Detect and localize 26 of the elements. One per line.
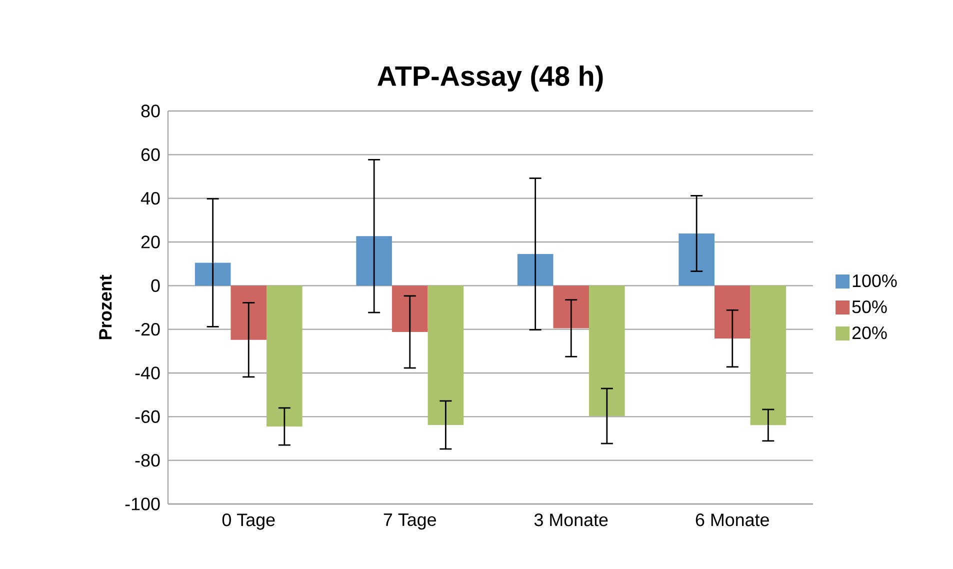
y-tick-label: -100 [125,498,160,510]
bar [356,236,392,286]
bar [428,286,464,425]
bar [266,286,302,426]
bar [517,254,554,286]
y-tick-label: -80 [135,454,160,467]
y-tick-label: -20 [135,322,160,336]
bar [589,286,625,416]
y-tick-label: 60 [141,148,160,162]
bar [194,262,231,286]
bar [750,286,786,426]
y-tick-label: 80 [141,104,160,118]
legend-label: 50% [852,300,887,314]
y-tick-label: -60 [135,410,160,424]
x-tick-label: 6 Monate [696,514,769,526]
y-tick-label: 0 [151,279,160,292]
x-tick-label: 0 Tage [222,514,275,530]
y-tick-label: -40 [135,366,160,380]
y-axis-title: Prozent [99,274,112,340]
y-tick-label: 40 [140,192,160,205]
x-tick-label: 3 Monate [534,514,608,526]
legend-label: 100% [852,274,897,288]
x-tick-label: 7 Tage [384,514,436,530]
chart-title: ATP-Assay (48 h) [378,66,603,92]
y-tick-label: 20 [141,236,160,248]
legend-label: 20% [852,326,887,340]
